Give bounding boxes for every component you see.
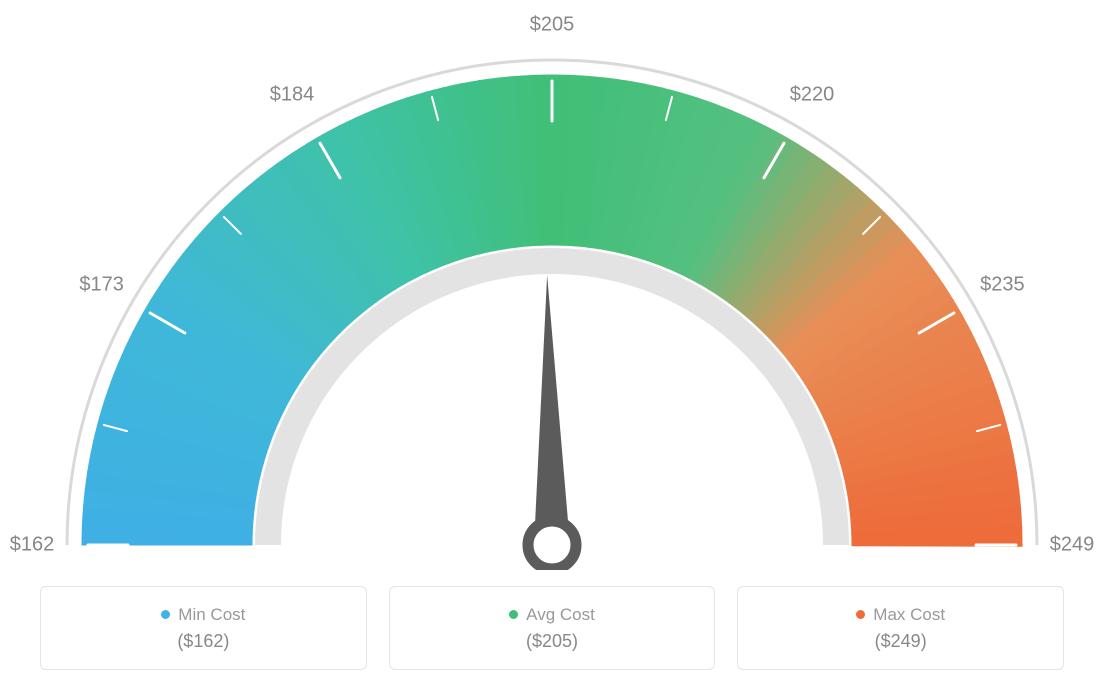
- gauge-tick-label: $235: [980, 274, 1025, 297]
- gauge-tick-label: $184: [270, 83, 315, 106]
- legend-label: Avg Cost: [526, 605, 595, 625]
- gauge-tick-label: $249: [1050, 534, 1095, 557]
- legend-dot-max: [856, 610, 865, 619]
- chart-container: $162 $173 $184 $205 $220 $235 $249 Min Cost ($…: [0, 0, 1104, 690]
- legend-title-max: Max Cost: [856, 605, 945, 625]
- legend-dot-min: [161, 610, 170, 619]
- legend-value-avg: ($205): [526, 631, 578, 652]
- gauge-tick-label: $162: [10, 534, 55, 557]
- legend-value-max: ($249): [875, 631, 927, 652]
- legend-card-min: Min Cost ($162): [40, 586, 367, 670]
- gauge-tick-label: $173: [79, 274, 124, 297]
- legend-dot-avg: [509, 610, 518, 619]
- gauge-tick-label: $220: [790, 83, 835, 106]
- legend-label: Max Cost: [873, 605, 945, 625]
- legend-card-avg: Avg Cost ($205): [389, 586, 716, 670]
- legend-value-min: ($162): [177, 631, 229, 652]
- legend-title-min: Min Cost: [161, 605, 245, 625]
- gauge-svg: [0, 0, 1104, 570]
- legend-label: Min Cost: [178, 605, 245, 625]
- gauge-needle: [528, 275, 576, 569]
- gauge-tick-label: $205: [530, 14, 575, 37]
- legend-card-max: Max Cost ($249): [737, 586, 1064, 670]
- gauge-chart: $162 $173 $184 $205 $220 $235 $249: [0, 0, 1104, 570]
- legend-row: Min Cost ($162) Avg Cost ($205) Max Cost…: [40, 586, 1064, 670]
- legend-title-avg: Avg Cost: [509, 605, 595, 625]
